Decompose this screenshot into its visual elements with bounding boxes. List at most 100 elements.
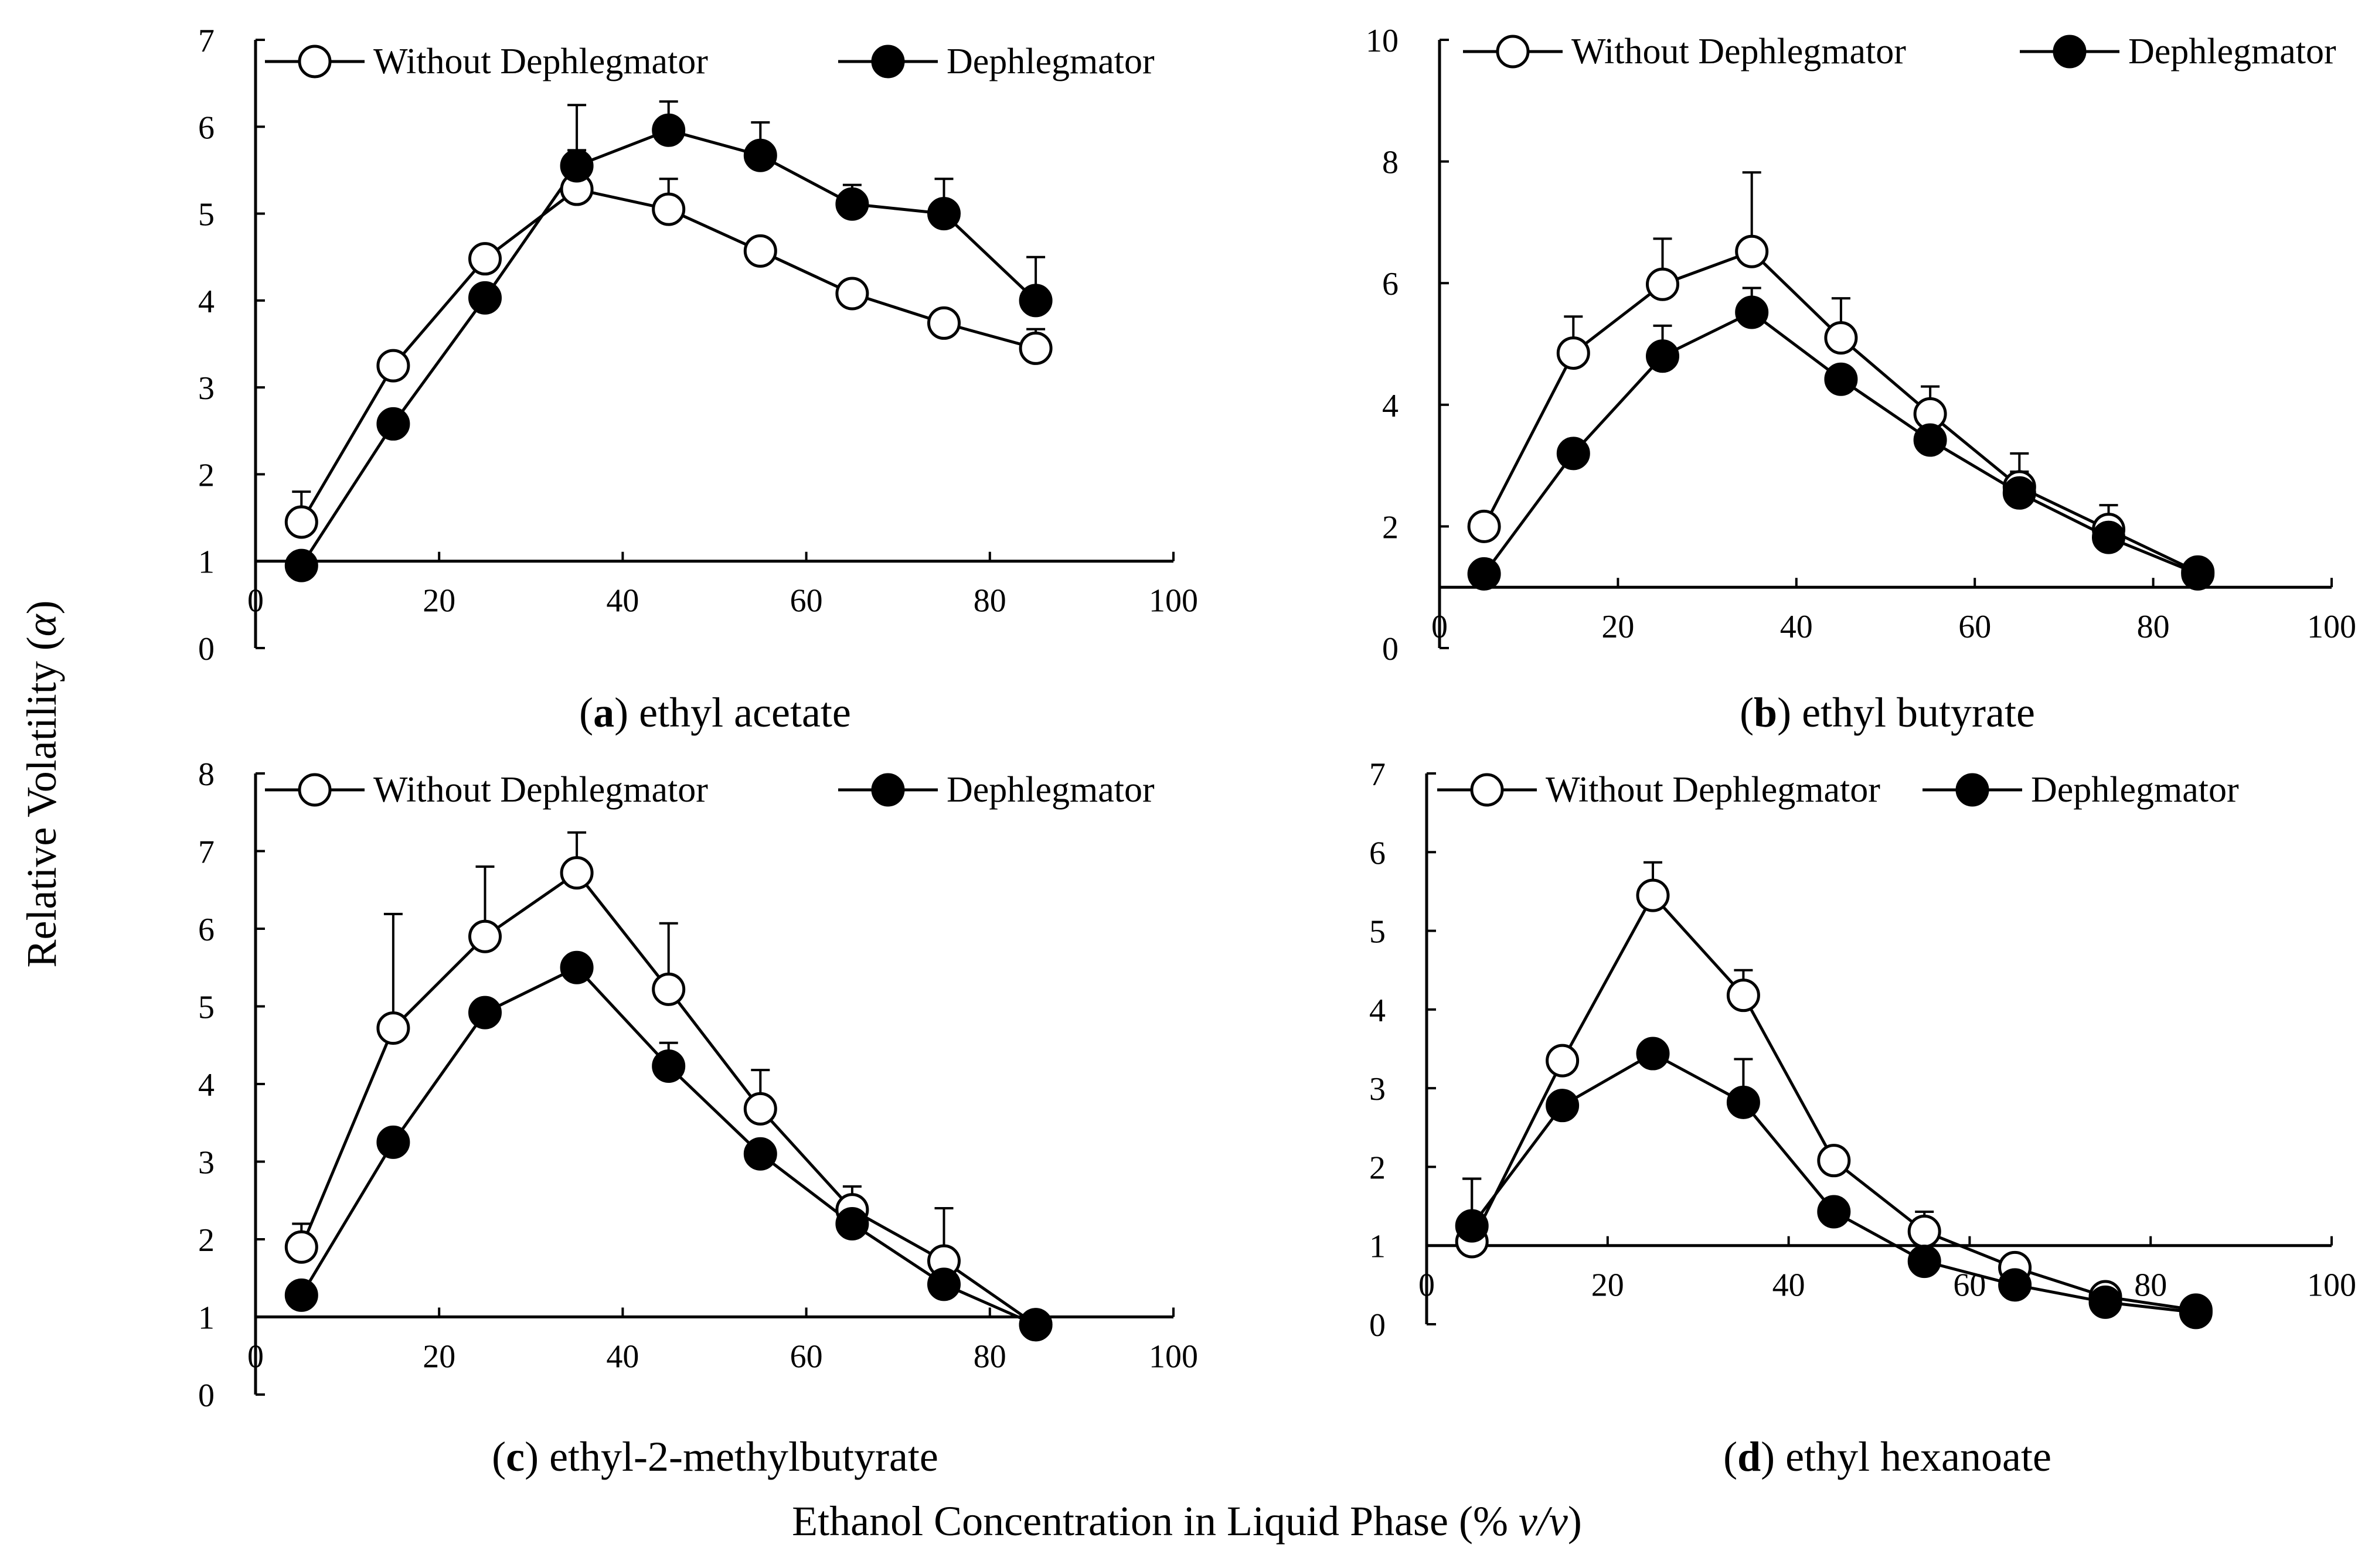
legend-label: Without Dephlegmator — [373, 770, 708, 810]
data-point-dephlegmator — [1907, 1245, 1941, 1279]
legend-label: Dephlegmator — [2128, 32, 2336, 71]
legend-item-dephlegmator: Dephlegmator — [2020, 32, 2336, 71]
data-point-dephlegmator — [468, 996, 502, 1030]
data-point-without-dephlegmator — [1019, 331, 1053, 365]
data-point-dephlegmator — [1019, 284, 1053, 318]
series-line-dephlegmator — [300, 966, 1037, 1327]
legend-label: Without Dephlegmator — [1571, 32, 1906, 71]
x-tick-label: 0 — [247, 583, 264, 619]
legend-marker — [871, 45, 905, 79]
y-tick-label: 4 — [1382, 388, 1399, 424]
x-tick-label: 100 — [1149, 1339, 1198, 1375]
panel-caption: (d) ethyl hexanoate — [1723, 1433, 2051, 1480]
data-point-dephlegmator — [376, 1125, 410, 1159]
y-tick-label: 4 — [198, 1067, 215, 1103]
x-tick-label: 20 — [1601, 609, 1634, 645]
data-point-dephlegmator — [927, 197, 961, 231]
legend-item-without-dephlegmator: Without Dephlegmator — [1437, 770, 1880, 810]
legend-item-dephlegmator: Dephlegmator — [1923, 770, 2239, 810]
y-tick-label: 8 — [1382, 145, 1399, 181]
legend-marker — [1955, 773, 1989, 807]
data-point-dephlegmator — [1735, 295, 1769, 329]
panel-caption: (c) ethyl-2-methylbutyrate — [492, 1433, 938, 1480]
data-point-dephlegmator — [284, 1278, 318, 1312]
y-tick-label: 4 — [1369, 993, 1386, 1029]
data-point-dephlegmator — [1636, 1037, 1670, 1071]
x-tick-label: 40 — [606, 583, 639, 619]
legend-item-without-dephlegmator: Without Dephlegmator — [265, 42, 708, 81]
x-tick-label: 40 — [1772, 1267, 1805, 1304]
data-point-dephlegmator — [927, 1267, 961, 1301]
data-point-dephlegmator — [743, 1137, 777, 1171]
data-point-without-dephlegmator — [284, 505, 318, 539]
data-point-without-dephlegmator — [1824, 321, 1858, 355]
data-point-dephlegmator — [743, 138, 777, 172]
x-tick-label: 80 — [2137, 609, 2170, 645]
y-tick-label: 0 — [198, 631, 215, 667]
x-tick-label: 0 — [1431, 609, 1448, 645]
data-point-dephlegmator — [1455, 1209, 1489, 1243]
legend-item-without-dephlegmator: Without Dephlegmator — [1463, 32, 1906, 71]
data-point-without-dephlegmator — [1726, 979, 1760, 1013]
series-line-dephlegmator — [1471, 1052, 2196, 1314]
legend-item-dephlegmator: Dephlegmator — [838, 42, 1155, 81]
x-tick-label: 100 — [1149, 583, 1198, 619]
y-tick-label: 2 — [198, 457, 215, 493]
legend-marker — [1496, 35, 1530, 69]
legend-item-dephlegmator: Dephlegmator — [838, 770, 1155, 810]
y-tick-label: 6 — [1369, 835, 1386, 871]
panel-caption: (a) ethyl acetate — [579, 689, 851, 736]
y-tick-label: 2 — [1382, 509, 1399, 546]
legend-label: Without Dephlegmator — [1546, 770, 1880, 810]
data-point-dephlegmator — [1817, 1195, 1851, 1229]
legend-item-without-dephlegmator: Without Dephlegmator — [265, 770, 708, 810]
y-tick-label: 3 — [198, 370, 215, 407]
data-point-without-dephlegmator — [468, 919, 502, 953]
y-tick-label: 5 — [1369, 914, 1386, 950]
x-tick-label: 100 — [2307, 609, 2356, 645]
legend-marker — [298, 773, 332, 807]
x-axis-title: Ethanol Concentration in Liquid Phase (%… — [792, 1498, 1582, 1545]
data-point-without-dephlegmator — [1646, 267, 1679, 301]
data-point-without-dephlegmator — [1817, 1144, 1851, 1178]
y-tick-label: 0 — [1369, 1307, 1386, 1344]
legend-label: Dephlegmator — [947, 770, 1155, 810]
data-point-without-dephlegmator — [1735, 234, 1769, 268]
y-tick-label: 8 — [198, 756, 215, 793]
y-tick-label: 1 — [198, 544, 215, 581]
data-point-dephlegmator — [1019, 1308, 1053, 1342]
data-point-without-dephlegmator — [927, 306, 961, 340]
x-tick-label: 60 — [1958, 609, 1991, 645]
legend-marker — [871, 773, 905, 807]
y-tick-label: 1 — [1369, 1229, 1386, 1265]
data-point-dephlegmator — [835, 1207, 869, 1240]
y-tick-label: 7 — [1369, 756, 1386, 793]
y-tick-label: 6 — [1382, 266, 1399, 302]
x-tick-label: 40 — [606, 1339, 639, 1375]
data-point-dephlegmator — [1913, 423, 1947, 457]
data-point-without-dephlegmator — [652, 972, 686, 1006]
x-tick-label: 60 — [790, 583, 823, 619]
x-tick-label: 20 — [1591, 1267, 1624, 1304]
data-point-dephlegmator — [652, 1049, 686, 1083]
data-point-dephlegmator — [560, 149, 594, 183]
x-tick-label: 80 — [2134, 1267, 2167, 1304]
data-point-dephlegmator — [652, 113, 686, 147]
data-point-dephlegmator — [2088, 1285, 2122, 1319]
data-point-without-dephlegmator — [468, 242, 502, 276]
data-point-without-dephlegmator — [560, 856, 594, 890]
series-line-without-dephlegmator — [1470, 892, 2196, 1312]
data-point-without-dephlegmator — [652, 192, 686, 226]
data-point-dephlegmator — [1467, 557, 1501, 591]
x-tick-label: 60 — [790, 1339, 823, 1375]
data-point-dephlegmator — [2179, 1296, 2213, 1330]
y-tick-label: 5 — [198, 197, 215, 233]
x-tick-label: 20 — [423, 1339, 455, 1375]
x-tick-label: 0 — [247, 1339, 264, 1375]
data-point-dephlegmator — [1546, 1089, 1580, 1123]
y-tick-label: 0 — [198, 1378, 215, 1414]
y-tick-label: 6 — [198, 912, 215, 948]
